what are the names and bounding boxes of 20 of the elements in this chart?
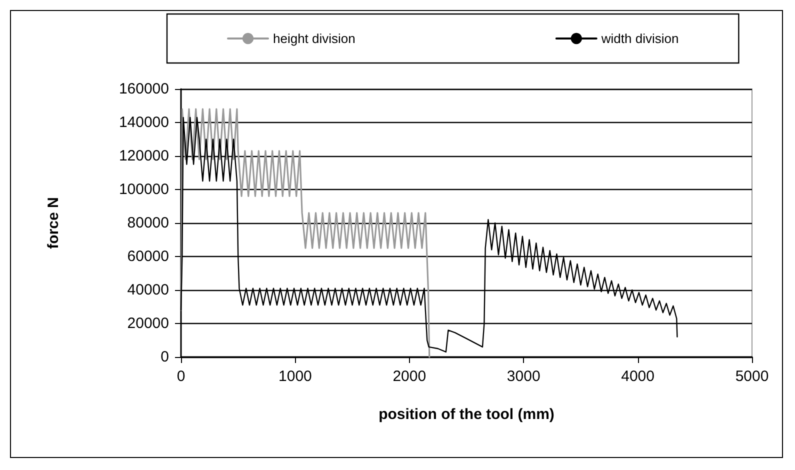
y-tick-label: 100000 xyxy=(118,181,169,198)
y-tick-label: 0 xyxy=(160,348,169,366)
y-tick-label: 120000 xyxy=(118,148,169,164)
y-tick-label: 40000 xyxy=(127,282,169,298)
x-tick-label: 3000 xyxy=(506,368,540,385)
x-tick-label: 4000 xyxy=(621,368,654,385)
y-tick-label: 160000 xyxy=(118,80,169,98)
y-tick-label: 60000 xyxy=(127,248,169,265)
y-axis-title: force N xyxy=(45,197,62,249)
x-tick-label: 1000 xyxy=(278,368,312,385)
legend-label: width division xyxy=(600,31,679,46)
x-tick-label: 0 xyxy=(176,368,186,385)
line-series xyxy=(180,108,430,358)
x-tick-label: 5000 xyxy=(735,368,769,385)
y-tick-label: 80000 xyxy=(127,214,169,232)
legend-label: height division xyxy=(273,31,356,46)
y-tick-label: 20000 xyxy=(127,315,169,332)
x-tick-label: 2000 xyxy=(392,368,426,385)
x-axis-title: position of the tool (mm) xyxy=(378,406,554,423)
y-tick-label: 140000 xyxy=(118,114,169,131)
